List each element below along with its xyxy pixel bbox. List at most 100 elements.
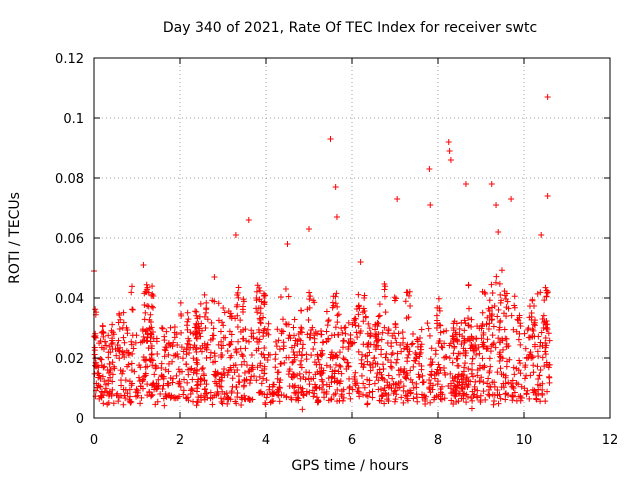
data-point xyxy=(120,386,127,393)
data-point xyxy=(495,335,502,342)
data-point xyxy=(451,344,458,351)
data-point xyxy=(447,340,454,347)
data-point xyxy=(110,400,117,407)
data-point xyxy=(352,369,359,376)
data-point xyxy=(261,354,268,361)
data-point xyxy=(328,332,335,339)
data-point xyxy=(385,330,392,337)
data-point xyxy=(452,387,459,394)
data-point xyxy=(385,391,392,398)
data-point xyxy=(165,351,172,358)
data-point xyxy=(186,350,193,357)
data-point xyxy=(400,387,407,394)
data-point xyxy=(465,335,472,342)
data-point xyxy=(332,324,339,331)
data-point xyxy=(187,387,194,394)
data-point xyxy=(178,329,185,336)
data-point xyxy=(538,232,545,238)
data-point xyxy=(497,339,504,346)
data-point xyxy=(334,331,341,338)
data-point xyxy=(232,361,239,368)
data-point xyxy=(518,383,525,390)
data-point xyxy=(528,316,535,323)
data-point xyxy=(228,338,235,345)
data-point xyxy=(128,338,135,345)
data-point xyxy=(458,341,465,348)
data-point xyxy=(410,330,417,337)
data-point xyxy=(245,338,252,345)
data-point xyxy=(357,330,364,337)
data-point xyxy=(540,312,547,319)
data-point xyxy=(275,337,282,344)
data-point xyxy=(406,288,413,295)
data-point xyxy=(382,354,389,361)
data-point xyxy=(450,400,457,407)
data-point xyxy=(102,381,109,388)
data-point xyxy=(110,363,117,370)
data-point xyxy=(174,350,181,357)
data-point xyxy=(197,375,204,382)
data-point xyxy=(147,319,154,326)
data-point xyxy=(334,312,341,319)
data-point xyxy=(309,387,316,394)
data-point xyxy=(469,397,476,404)
data-point xyxy=(351,373,358,380)
data-point xyxy=(498,384,505,391)
data-point xyxy=(296,370,303,377)
data-point xyxy=(122,395,129,402)
data-point xyxy=(492,344,499,351)
data-point xyxy=(115,398,122,405)
data-point xyxy=(218,383,225,390)
data-point xyxy=(489,290,496,297)
data-point xyxy=(175,366,182,373)
data-point xyxy=(288,394,295,401)
data-point xyxy=(249,396,256,403)
data-point xyxy=(508,380,515,387)
data-point xyxy=(496,326,503,333)
data-point xyxy=(441,340,448,347)
data-point xyxy=(529,297,536,304)
data-point xyxy=(148,351,155,358)
data-point xyxy=(394,196,401,202)
data-point xyxy=(245,368,252,375)
data-point xyxy=(154,383,161,390)
data-point xyxy=(460,372,467,379)
x-tick-label: 12 xyxy=(602,433,619,448)
data-point xyxy=(433,392,440,399)
data-point xyxy=(235,373,242,380)
data-point xyxy=(171,324,178,331)
data-point xyxy=(187,344,194,351)
data-point xyxy=(142,309,149,316)
data-point xyxy=(383,350,390,357)
data-point xyxy=(502,296,509,303)
data-point xyxy=(224,347,231,354)
data-point xyxy=(438,389,445,396)
data-point xyxy=(537,366,544,373)
data-point xyxy=(147,338,154,345)
data-point xyxy=(511,293,518,300)
data-point xyxy=(488,181,495,187)
data-point xyxy=(425,325,432,332)
data-point xyxy=(97,355,104,362)
data-point xyxy=(203,354,210,361)
data-point xyxy=(417,343,424,350)
data-point xyxy=(466,305,473,312)
data-point xyxy=(407,367,414,374)
data-point xyxy=(313,385,320,392)
data-point xyxy=(241,378,248,385)
data-point xyxy=(218,319,225,326)
data-point xyxy=(238,402,245,409)
data-point xyxy=(461,317,468,324)
data-point xyxy=(132,389,139,396)
data-point xyxy=(502,396,509,403)
data-point xyxy=(263,330,270,337)
data-point xyxy=(281,359,288,366)
data-point xyxy=(128,360,135,367)
data-point xyxy=(228,331,235,338)
data-point xyxy=(469,373,476,380)
data-point xyxy=(287,335,294,342)
data-point xyxy=(385,384,392,391)
data-point xyxy=(264,357,271,364)
data-point xyxy=(319,378,326,385)
data-points xyxy=(91,94,553,413)
